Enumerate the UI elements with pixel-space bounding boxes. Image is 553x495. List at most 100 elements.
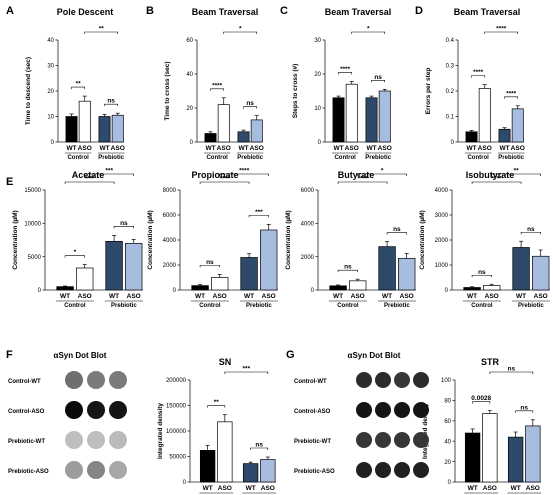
- chart-e4: Isobutyrate 0 1000 2000 3000 4000 Concentratio…: [419, 168, 551, 309]
- panel-letter: E: [6, 176, 13, 188]
- blot-dot: [413, 402, 429, 418]
- chart-title: Pole Descent: [57, 7, 114, 17]
- significance-bracket: [371, 80, 386, 83]
- x-tick-label: ASO: [213, 293, 227, 300]
- significance-label: ns: [508, 366, 516, 373]
- chart-e1: Acetate E 0 5000 10000 15000 Concentration (µM…: [6, 168, 144, 309]
- significance-label: ****: [506, 90, 517, 97]
- blot-dot: [87, 431, 105, 449]
- y-axis-label: Integrated density: [157, 403, 164, 459]
- blot-dot: [375, 462, 391, 478]
- x-tick-label: WT: [66, 145, 76, 152]
- x-tick-label: ASO: [345, 145, 359, 152]
- significance-label: *: [74, 249, 77, 256]
- y-tick-label: 20: [314, 72, 321, 78]
- y-tick-label: 0: [173, 288, 177, 294]
- group-label: Control: [67, 155, 89, 161]
- y-tick-label: 20: [47, 89, 54, 95]
- y-tick-label: 5000: [28, 255, 42, 261]
- significance-label: ns: [120, 220, 128, 227]
- significance-bracket: [471, 274, 492, 278]
- y-tick-label: 80: [444, 399, 451, 405]
- group-label: Prebiotic: [518, 303, 544, 309]
- y-tick-label: 200000: [166, 378, 187, 384]
- blot-row-label: Prebiotic-WT: [8, 439, 45, 445]
- significance-label: 0.0028: [471, 395, 491, 402]
- significance-bracket: [71, 86, 86, 90]
- significance-label: ns: [344, 264, 352, 271]
- x-tick-label: WT: [466, 145, 476, 152]
- bar: [478, 88, 491, 143]
- bar: [105, 240, 123, 291]
- bar: [482, 413, 498, 483]
- x-tick-label: ASO: [218, 485, 232, 492]
- x-tick-label: ASO: [478, 145, 492, 152]
- x-tick-label: WT: [499, 145, 509, 152]
- group-label: Prebiotic: [365, 155, 391, 161]
- panel-letter: C: [280, 5, 288, 17]
- x-tick-label: ASO: [378, 145, 392, 152]
- blot-dot: [394, 402, 410, 418]
- blot-dot: [109, 401, 127, 419]
- significance-label: ***: [243, 366, 251, 373]
- significance-bracket: [520, 231, 541, 235]
- y-tick-label: 100: [441, 378, 452, 384]
- y-axis-label: Concentration (µM): [147, 210, 154, 269]
- y-tick-label: 0: [311, 288, 315, 294]
- y-tick-label: 60: [186, 38, 193, 44]
- blot-row-label: Control-ASO: [8, 409, 45, 415]
- blot-title: αSyn Dot Blot: [54, 351, 107, 360]
- y-tick-label: 0: [51, 140, 55, 146]
- significance-bracket: [386, 232, 407, 235]
- bar: [260, 229, 278, 291]
- significance-label: ns: [255, 442, 263, 449]
- y-tick-label: 30: [47, 64, 54, 70]
- y-tick-label: 0: [183, 480, 187, 486]
- significance-label: ****: [212, 82, 223, 89]
- significance-bracket: [472, 401, 491, 404]
- x-tick-label: WT: [244, 293, 254, 300]
- dot-blot-f: αSyn Dot Blot Control-WT Control-ASO Prebio…: [8, 351, 127, 479]
- x-tick-label: ASO: [400, 293, 414, 300]
- bar: [525, 425, 541, 483]
- significance-label: ****: [340, 66, 351, 73]
- significance-bracket: [357, 173, 407, 176]
- significance-bracket: [489, 371, 534, 374]
- blot-row-label: Prebiotic-WT: [294, 439, 331, 445]
- bar: [78, 100, 91, 143]
- significance-label: *: [239, 26, 242, 33]
- bar: [65, 116, 78, 143]
- y-tick-label: 1000: [435, 263, 449, 269]
- x-tick-label: ASO: [262, 293, 276, 300]
- significance-label: *: [381, 168, 384, 175]
- blot-dot: [394, 432, 410, 448]
- significance-label: ns: [520, 404, 528, 411]
- x-tick-label: ASO: [127, 293, 141, 300]
- blot-dot: [375, 432, 391, 448]
- bar: [250, 119, 263, 143]
- y-axis-label: Steps to cross (#): [292, 64, 299, 119]
- chart-title: Propionate: [191, 170, 238, 180]
- bar: [242, 463, 259, 483]
- significance-label: *: [367, 26, 370, 33]
- group-label: Prebiotic: [384, 303, 410, 309]
- y-tick-label: 10000: [24, 222, 41, 228]
- bar: [349, 280, 367, 291]
- bar: [465, 131, 478, 143]
- significance-label: ns: [393, 226, 401, 233]
- blot-dot: [394, 372, 410, 388]
- y-tick-label: 3000: [435, 213, 449, 219]
- blot-dot: [65, 401, 83, 419]
- bar: [125, 242, 143, 291]
- x-tick-label: WT: [382, 293, 392, 300]
- significance-bracket: [84, 31, 119, 34]
- group-label: Prebiotic: [498, 155, 524, 161]
- blot-dot: [109, 371, 127, 389]
- significance-label: ns: [527, 226, 535, 233]
- chart-title: STR: [481, 357, 500, 367]
- blot-dot: [394, 462, 410, 478]
- significance-bracket: [337, 181, 388, 184]
- panel-letter: A: [6, 5, 14, 17]
- blot-dot: [87, 371, 105, 389]
